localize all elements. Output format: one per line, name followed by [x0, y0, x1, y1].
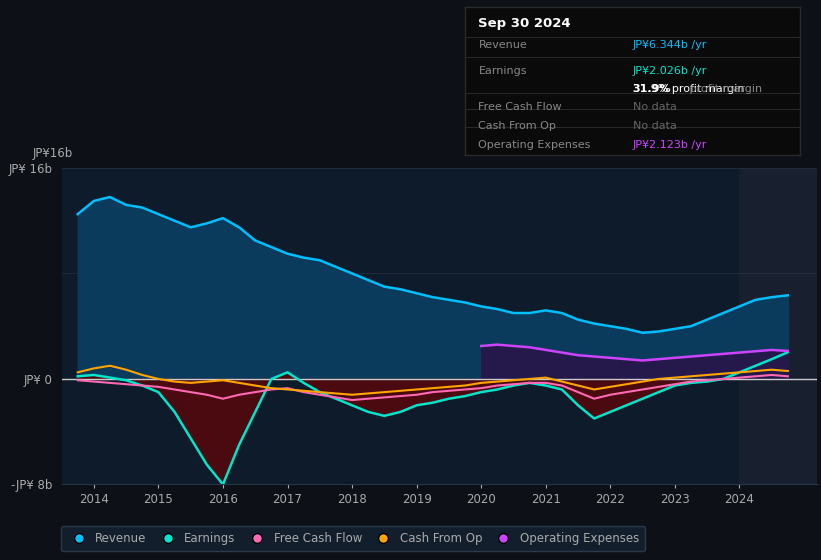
Text: 31.9% profit margin: 31.9% profit margin [632, 84, 744, 94]
Text: Cash From Op: Cash From Op [479, 121, 557, 131]
Text: JP¥2.026b /yr: JP¥2.026b /yr [632, 66, 707, 76]
Text: profit margin: profit margin [686, 84, 762, 94]
Text: Free Cash Flow: Free Cash Flow [479, 102, 562, 112]
Text: JP¥6.344b /yr: JP¥6.344b /yr [632, 40, 707, 49]
Text: Revenue: Revenue [479, 40, 527, 49]
Text: Sep 30 2024: Sep 30 2024 [479, 17, 571, 30]
Text: Operating Expenses: Operating Expenses [479, 140, 591, 150]
Text: Earnings: Earnings [479, 66, 527, 76]
Text: JP¥2.123b /yr: JP¥2.123b /yr [632, 140, 707, 150]
Bar [740, 168, 817, 484]
Text: No data: No data [632, 121, 677, 131]
Text: JP¥16b: JP¥16b [33, 147, 73, 160]
Legend: Revenue, Earnings, Free Cash Flow, Cash From Op, Operating Expenses: Revenue, Earnings, Free Cash Flow, Cash … [61, 526, 645, 551]
Text: 31.9%: 31.9% [632, 84, 671, 94]
Text: No data: No data [632, 102, 677, 112]
